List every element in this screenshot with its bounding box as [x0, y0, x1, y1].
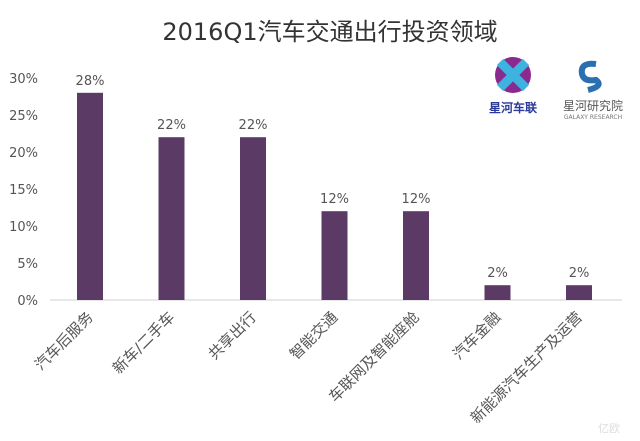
bar [240, 137, 266, 300]
y-tick-label: 25% [9, 109, 38, 124]
x-tick-label: 新车/二手车 [109, 308, 178, 377]
data-label: 22% [239, 118, 268, 133]
data-label: 12% [402, 192, 431, 207]
bar [484, 285, 511, 300]
x-tick-label: 汽车金融 [449, 308, 504, 363]
logo-xinghe-chelian: 星河车联 [489, 57, 537, 115]
bar [566, 285, 592, 300]
x-tick-label: 共享出行 [205, 308, 260, 363]
y-tick-label: 10% [9, 220, 38, 235]
data-label: 2% [569, 266, 590, 281]
corner-watermark: 亿欧 [598, 422, 620, 435]
bar [77, 92, 103, 300]
data-label: 22% [157, 118, 186, 133]
bar [321, 211, 348, 300]
chart-title: 2016Q1汽车交通出行投资领域 [162, 18, 497, 46]
logo-right-text: 星河研究院 [563, 98, 623, 113]
data-label: 28% [76, 74, 105, 89]
data-label: 12% [320, 192, 349, 207]
y-tick-label: 0% [17, 294, 38, 309]
y-tick-label: 15% [9, 183, 38, 198]
x-tick-label: 智能交通 [286, 308, 341, 363]
x-tick-label: 车联网及智能座舱 [325, 308, 423, 406]
data-label: 2% [487, 266, 508, 281]
y-tick-label: 20% [9, 146, 38, 161]
bar [403, 211, 429, 300]
bar [158, 137, 185, 300]
y-tick-label: 5% [17, 257, 38, 272]
y-tick-label: 30% [9, 72, 38, 87]
logo-right-sub: GALAXY RESEARCH [564, 114, 622, 121]
logo-left-text: 星河车联 [489, 100, 537, 115]
logo-galaxy-research: 星河研究院 GALAXY RESEARCH [563, 60, 623, 121]
x-tick-label: 汽车后服务 [31, 308, 97, 374]
